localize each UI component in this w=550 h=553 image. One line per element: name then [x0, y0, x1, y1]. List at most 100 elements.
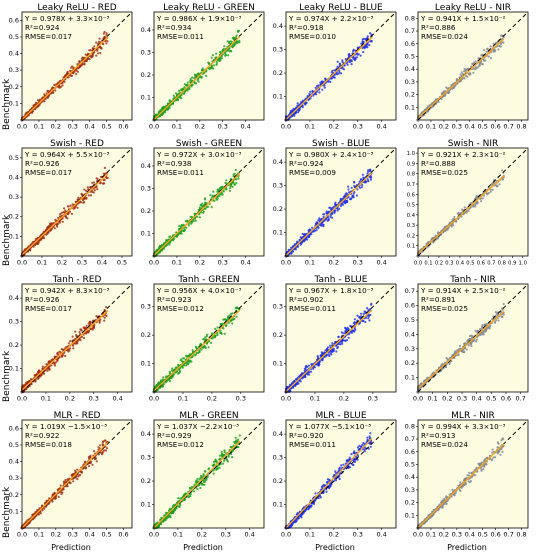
- x-tick-label: 0.4: [85, 123, 95, 131]
- scatter-point: [48, 367, 51, 370]
- subplot-title: Leaky ReLU - GREEN: [163, 3, 255, 13]
- scatter-point: [84, 59, 87, 63]
- scatter-point: [221, 193, 224, 196]
- scatter-point: [224, 181, 227, 185]
- scatter-point: [208, 62, 211, 66]
- x-tick-label: 0.1: [178, 395, 188, 403]
- scatter-point: [25, 381, 28, 384]
- scatter-point: [472, 71, 475, 74]
- scatter-point: [202, 210, 205, 213]
- y-tick-label: 0.5: [9, 154, 19, 162]
- scatter-point: [180, 97, 183, 100]
- scatter-point: [157, 381, 160, 384]
- scatter-point: [185, 226, 188, 229]
- scatter-point: [228, 189, 232, 192]
- scatter-point: [332, 205, 336, 208]
- y-tick-label: 0.1: [9, 99, 19, 107]
- scatter-point: [62, 76, 65, 79]
- scatter-point: [95, 177, 98, 180]
- scatter-point: [349, 324, 352, 327]
- scatter-point: [234, 168, 237, 172]
- scatter-point: [208, 67, 211, 71]
- x-tick-label: 0.3: [89, 395, 99, 403]
- scatter-point: [204, 201, 207, 204]
- scatter-point: [293, 114, 296, 117]
- scatter-point: [369, 31, 372, 35]
- scatter-point: [70, 74, 73, 77]
- scatter-points: [152, 29, 241, 121]
- scatter-point: [224, 54, 227, 57]
- scatter-point: [180, 358, 183, 361]
- scatter-point: [484, 59, 487, 62]
- scatter-point: [461, 208, 464, 211]
- scatter-point: [105, 42, 108, 45]
- scatter-point: [87, 194, 90, 197]
- scatter-point: [349, 198, 352, 201]
- plot-frame: [21, 11, 133, 121]
- x-tick-label: 0.0: [17, 123, 27, 131]
- scatter-point: [197, 80, 200, 83]
- scatter-point: [203, 197, 207, 200]
- scatter-point: [88, 49, 91, 52]
- scatter-point: [171, 369, 174, 372]
- x-tick-label: 0.4: [456, 261, 465, 267]
- scatter-point: [54, 89, 57, 92]
- scatter-point: [46, 232, 49, 235]
- x-tick-label: 0.4: [240, 259, 250, 267]
- y-tick-label: 0.2: [273, 69, 283, 77]
- y-tick-label: 0.3: [273, 182, 283, 190]
- scatter-point: [359, 178, 363, 181]
- scatter-point: [178, 370, 182, 373]
- scatter-point: [322, 213, 325, 216]
- scatter-point: [323, 84, 326, 87]
- scatter-point: [314, 86, 317, 89]
- x-tick-label: 0.2: [329, 123, 339, 131]
- scatter-point: [297, 111, 300, 114]
- scatter-point: [225, 179, 228, 182]
- scatter-point: [81, 63, 84, 66]
- scatter-point: [350, 331, 353, 334]
- scatter-point: [221, 49, 224, 52]
- x-tick-label: 0.1: [172, 259, 182, 267]
- scatter-point: [327, 219, 330, 222]
- scatter-point: [502, 41, 505, 44]
- scatter-point: [218, 59, 221, 63]
- scatter-point: [322, 225, 325, 228]
- scatter-point: [85, 332, 88, 335]
- scatter-point: [70, 212, 73, 215]
- scatter-point: [294, 378, 298, 381]
- x-tick-label: 0.0: [281, 123, 291, 131]
- scatter-point: [36, 99, 40, 102]
- scatter-point: [223, 332, 226, 335]
- scatter-point: [297, 245, 300, 248]
- scatter-point: [353, 318, 356, 321]
- scatter-point: [307, 364, 310, 367]
- scatter-point: [369, 178, 372, 181]
- scatter-point: [290, 246, 293, 249]
- scatter-point: [200, 76, 203, 79]
- scatter-point: [99, 181, 102, 184]
- x-tick-label: 0.0: [413, 123, 423, 131]
- scatter-point: [316, 355, 319, 358]
- scatter-point: [60, 348, 63, 351]
- scatter-point: [210, 56, 213, 59]
- scatter-point: [194, 354, 197, 357]
- x-tick-label: 0.0: [17, 395, 27, 403]
- scatter-point: [41, 365, 44, 368]
- scatter-point: [452, 224, 455, 227]
- r2-label: R²=0.926: [25, 295, 60, 304]
- scatter-point: [86, 186, 89, 189]
- x-tick-label: 0.2: [195, 259, 205, 267]
- scatter-point: [498, 183, 501, 186]
- col-xlabel-1: Prediction: [51, 543, 91, 552]
- scatter-point: [299, 236, 302, 239]
- equation-label: Y = 0.956X + 4.0×10⁻³: [156, 286, 241, 295]
- scatter-point: [33, 104, 36, 107]
- y-tick-label: 0.8: [405, 14, 415, 22]
- scatter-point: [215, 52, 218, 55]
- scatter-point: [352, 49, 355, 53]
- scatter-point: [69, 340, 72, 343]
- x-tick-label: 0.3: [218, 259, 228, 267]
- scatter-point: [219, 322, 222, 325]
